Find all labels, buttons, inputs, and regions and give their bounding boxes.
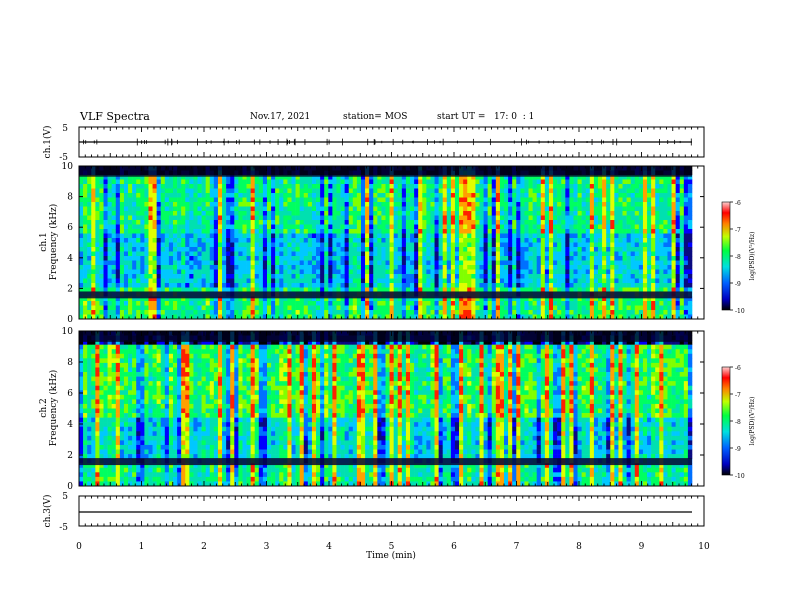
xtick-label: 7 xyxy=(514,542,520,552)
colorbar-tick-label: -6 xyxy=(735,200,741,207)
colorbar-tick-label: -8 xyxy=(735,419,741,426)
ch2-colorbar xyxy=(721,366,731,476)
x-axis-label: Time (min) xyxy=(366,550,416,561)
ytick-label: 2 xyxy=(67,284,73,294)
xtick-label: 3 xyxy=(264,542,270,552)
xtick-label: 5 xyxy=(389,542,395,552)
ch1-spectrogram-ylabel-2: Frequency (kHz) xyxy=(48,204,59,281)
ch1-colorbar-label: log(PSD)(V²/Hz) xyxy=(749,232,756,281)
ytick-label: 8 xyxy=(67,358,73,368)
ch3-waveform-ylabel: ch.3(V) xyxy=(42,495,53,528)
date-label: Nov.17, 2021 xyxy=(250,112,311,122)
ytick-label: 10 xyxy=(62,327,74,337)
ch1-waveform-ytick-top: 5 xyxy=(62,124,68,134)
colorbar-tick-label: -10 xyxy=(735,473,745,480)
colorbar-tick-label: -8 xyxy=(735,254,741,261)
xtick-label: 4 xyxy=(326,542,332,552)
ch2-spectrogram-ylabel-1: ch.2 xyxy=(39,398,49,417)
xtick-label: 8 xyxy=(576,542,582,552)
colorbar-tick-label: -9 xyxy=(735,446,741,453)
ytick-label: 6 xyxy=(67,223,73,233)
xtick-label: 6 xyxy=(451,542,457,552)
station-label: station= MOS xyxy=(343,112,408,122)
ytick-label: 4 xyxy=(67,420,73,430)
ch1-spectrogram-yticks: 0 2 4 6 8 10 xyxy=(62,162,704,325)
ch2-spectrogram-ylabel-2: Frequency (kHz) xyxy=(48,370,59,447)
colorbar-tick-label: -7 xyxy=(735,227,741,234)
ch2-colorbar-ticks: -6 -7 -8 -9 -10 xyxy=(730,365,745,480)
colorbar-tick-label: -9 xyxy=(735,281,741,288)
ch2-spectrogram-image xyxy=(79,331,704,487)
ch1-colorbar xyxy=(721,201,731,311)
figure-title: VLF Spectra xyxy=(80,110,150,123)
ytick-label: 8 xyxy=(67,193,73,203)
ytick-label: 0 xyxy=(67,482,73,492)
xtick-label: 0 xyxy=(76,542,82,552)
ch2-spectrogram-yticks: 0 2 4 6 8 10 xyxy=(62,327,704,492)
ytick-label: 10 xyxy=(62,162,74,172)
time-axis-ticks xyxy=(78,127,705,526)
start-ut-label: start UT = 17: 0 : 1 xyxy=(437,112,535,122)
ch1-spectrogram-panel: 0 2 4 6 8 10 ch.1 Frequency (kHz) -6 -7 -8 -9 -10… xyxy=(39,162,756,325)
ch3-waveform-ytick-bottom: -5 xyxy=(59,523,68,533)
ytick-label: 6 xyxy=(67,389,73,399)
ch1-waveform-ytick-bottom: -5 xyxy=(59,153,68,163)
xtick-label: 9 xyxy=(639,542,645,552)
ytick-label: 4 xyxy=(67,254,73,264)
ch1-spectrogram-ylabel-1: ch.1 xyxy=(39,232,49,251)
xtick-label: 2 xyxy=(201,542,207,552)
ch2-colorbar-label: log(PSD)(V²/Hz) xyxy=(749,397,756,446)
xtick-label: 10 xyxy=(698,542,710,552)
colorbar-tick-label: -6 xyxy=(735,365,741,372)
x-axis-tick-labels: 0 1 2 3 4 5 6 7 8 9 10 xyxy=(76,542,710,552)
colorbar-tick-label: -10 xyxy=(735,308,745,315)
ch2-spectrogram-panel: 0 2 4 6 8 10 ch.2 Frequency (kHz) -6 -7 -8 -9 -10… xyxy=(39,327,756,492)
xtick-label: 1 xyxy=(139,542,145,552)
ytick-label: 2 xyxy=(67,451,73,461)
ch1-waveform-ylabel: ch.1(V) xyxy=(42,126,53,159)
ch1-colorbar-ticks: -6 -7 -8 -9 -10 xyxy=(730,200,745,315)
ch1-spectrogram-image xyxy=(79,166,704,320)
ch1-waveform-bursts xyxy=(83,138,692,146)
colorbar-tick-label: -7 xyxy=(735,392,741,399)
ytick-label: 0 xyxy=(67,315,73,325)
ch3-waveform-ytick-top: 5 xyxy=(62,492,68,502)
